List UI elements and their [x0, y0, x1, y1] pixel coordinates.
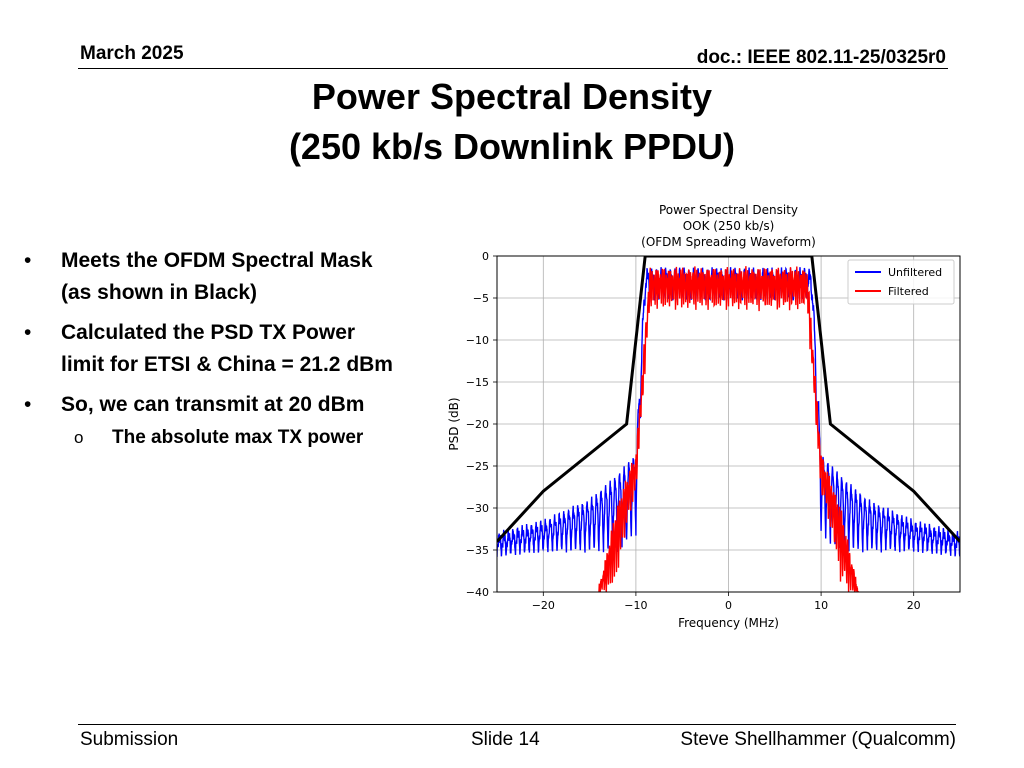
footer-author: Steve Shellhammer (Qualcomm) [680, 729, 956, 750]
slide-title-line-2: (250 kb/s Downlink PPDU) [288, 126, 736, 167]
x-tick-label: 20 [907, 599, 921, 612]
bullet-text: Meets the OFDM Spectral Mask [61, 249, 373, 272]
x-tick-label: −20 [532, 599, 555, 612]
x-tick-label: 10 [814, 599, 828, 612]
x-tick-label: 0 [725, 599, 732, 612]
chart-legend: Unfiltered Filtered [847, 259, 955, 305]
y-tick-label: −15 [466, 376, 489, 389]
plot-area [497, 256, 960, 592]
chart-title-line: (OFDM Spreading Waveform) [641, 235, 816, 249]
y-tick-label: −20 [466, 418, 489, 431]
bullet-list: • Meets the OFDM Spectral Mask (as shown… [24, 245, 444, 453]
bullet-item: • Meets the OFDM Spectral Mask (as shown… [24, 245, 444, 309]
header-doc-id: doc.: IEEE 802.11-25/0325r0 [696, 47, 946, 68]
x-axis-label: Frequency (MHz) [678, 616, 779, 630]
slide-title-line-1: Power Spectral Density [311, 76, 713, 117]
bullet-marker: • [24, 249, 32, 272]
chart-title-line: Power Spectral Density [659, 203, 798, 217]
series-line-filtered [598, 266, 859, 592]
y-tick-label: −40 [466, 586, 489, 599]
bullet-item: • So, we can transmit at 20 dBm [24, 389, 444, 421]
bullet-text: limit for ETSI & China = 21.2 dBm [61, 353, 393, 376]
y-axis-label: PSD (dB) [447, 397, 461, 450]
bullet-marker: • [24, 393, 32, 416]
bullet-text: So, we can transmit at 20 dBm [61, 393, 365, 416]
header-date: March 2025 [80, 43, 184, 64]
y-tick-label: −35 [466, 544, 489, 557]
legend-label-unfiltered: Unfiltered [888, 266, 942, 279]
spectral-mask-line [497, 256, 960, 543]
plot-frame [496, 255, 961, 593]
header-divider [78, 68, 948, 69]
sub-bullet-text: The absolute max TX power [112, 427, 364, 448]
footer-divider [78, 724, 956, 725]
legend-label-filtered: Filtered [888, 285, 929, 298]
y-tick-label: −10 [466, 334, 489, 347]
bullet-text: (as shown in Black) [61, 281, 258, 304]
bullet-text: Calculated the PSD TX Power [61, 321, 356, 344]
bullet-item: • Calculated the PSD TX Power limit for … [24, 317, 444, 381]
y-tick-label: −25 [466, 460, 489, 473]
sub-bullet-item: o The absolute max TX power [24, 423, 444, 453]
chart-title-line: OOK (250 kb/s) [683, 219, 775, 233]
y-tick-label: 0 [482, 250, 489, 263]
footer-slide-number: Slide 14 [471, 729, 540, 750]
bullet-marker: • [24, 321, 32, 344]
sub-bullet-marker: o [74, 428, 84, 447]
slide-title: Power Spectral Density (250 kb/s Downlin… [0, 72, 1024, 172]
y-tick-label: −5 [473, 292, 489, 305]
x-tick-label: −10 [624, 599, 647, 612]
footer-left: Submission [80, 729, 179, 750]
y-tick-label: −30 [466, 502, 489, 515]
